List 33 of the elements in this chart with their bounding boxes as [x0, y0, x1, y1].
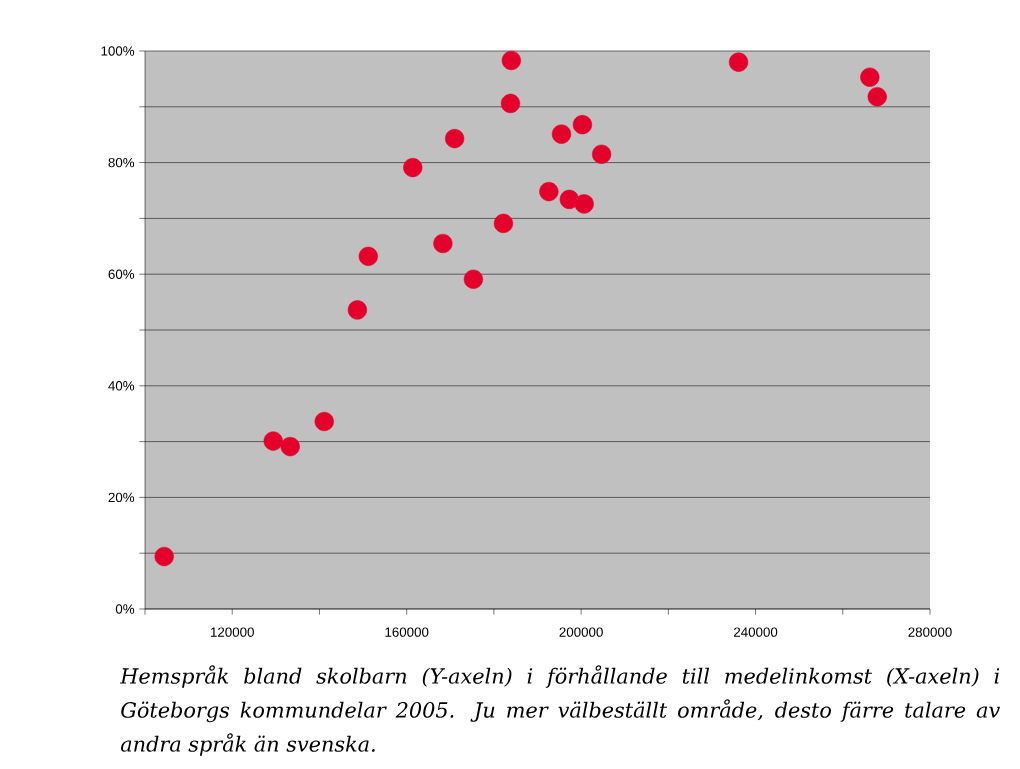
y-tick-label: 0%	[115, 604, 135, 614]
x-tick-label: 240000	[733, 627, 778, 637]
point	[572, 115, 593, 135]
point	[445, 129, 465, 149]
y-tick-label: 100%	[101, 46, 135, 56]
point	[314, 411, 334, 432]
point	[433, 233, 453, 254]
x-tick-label: 120000	[211, 627, 254, 637]
point	[860, 67, 880, 87]
point	[403, 158, 423, 178]
text: Hemspråk bland skolbarn (Y-axeln) i förhållande till medelinkomst (X-axeln) i Göteborgs kommundelar 2005. Ju mer välbeställt område, desto färre talare av andra språk än svenska.	[119, 665, 1000, 756]
y-tick-label: 60%	[108, 269, 135, 279]
point	[358, 246, 378, 266]
x-tick-label: 280000	[908, 627, 952, 637]
point	[347, 300, 367, 320]
point	[551, 124, 572, 144]
point	[280, 437, 300, 457]
point	[154, 546, 174, 567]
y-tick-label: 40%	[108, 381, 135, 391]
point	[500, 93, 521, 114]
point	[463, 269, 483, 289]
y-tick-label: 80%	[108, 157, 135, 168]
x-tick-label: 160000	[385, 627, 429, 637]
point	[501, 50, 521, 71]
point	[867, 87, 887, 107]
point	[263, 431, 283, 451]
x-tick-label: 200000	[559, 627, 603, 637]
y-tick-label: 20%	[108, 492, 135, 503]
point	[493, 213, 514, 234]
point	[728, 52, 749, 72]
point	[574, 194, 594, 214]
point	[592, 144, 612, 164]
point	[539, 182, 559, 202]
